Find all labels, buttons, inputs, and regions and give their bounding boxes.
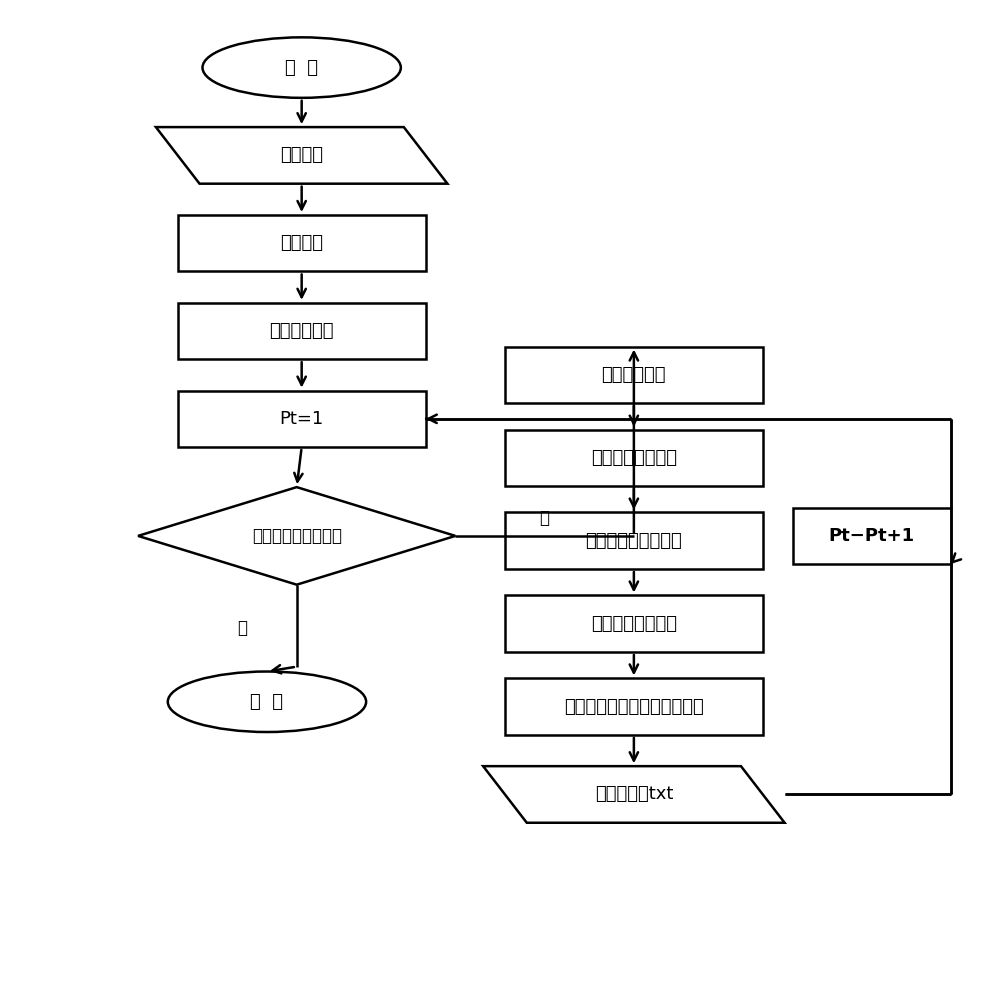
Bar [505,346,763,403]
Text: 是: 是 [237,619,247,637]
Text: 否: 否 [540,510,550,527]
Bar [178,391,426,447]
Text: 网格生成: 网格生成 [280,234,323,252]
Text: 调用石灰石分解模型: 调用石灰石分解模型 [586,531,682,550]
Bar [505,678,763,735]
Text: Pt=1: Pt=1 [280,409,324,428]
Text: 调用焦炭燃烧模型: 调用焦炭燃烧模型 [591,615,677,633]
Bar [505,430,763,486]
Bar [178,215,426,272]
Text: 参数输入: 参数输入 [280,147,323,164]
Text: 计算飗粒内部温度与浓度梯度: 计算飗粒内部温度与浓度梯度 [564,698,704,715]
Bar [505,513,763,569]
Text: 调用水分蔭发模型: 调用水分蔭发模型 [591,449,677,466]
Text: 结  束: 结 束 [250,693,283,710]
Text: 结果输出至txt: 结果输出至txt [595,785,673,804]
Text: Pt−Pt+1: Pt−Pt+1 [829,526,915,545]
Text: 是否到达计算时间？: 是否到达计算时间？ [252,526,342,545]
Bar [793,508,951,564]
Text: 温度场初始化: 温度场初始化 [269,322,334,340]
Text: 读取边界条件: 读取边界条件 [602,366,666,384]
Bar [505,595,763,652]
Bar [178,303,426,359]
Text: 开  始: 开 始 [285,59,318,77]
